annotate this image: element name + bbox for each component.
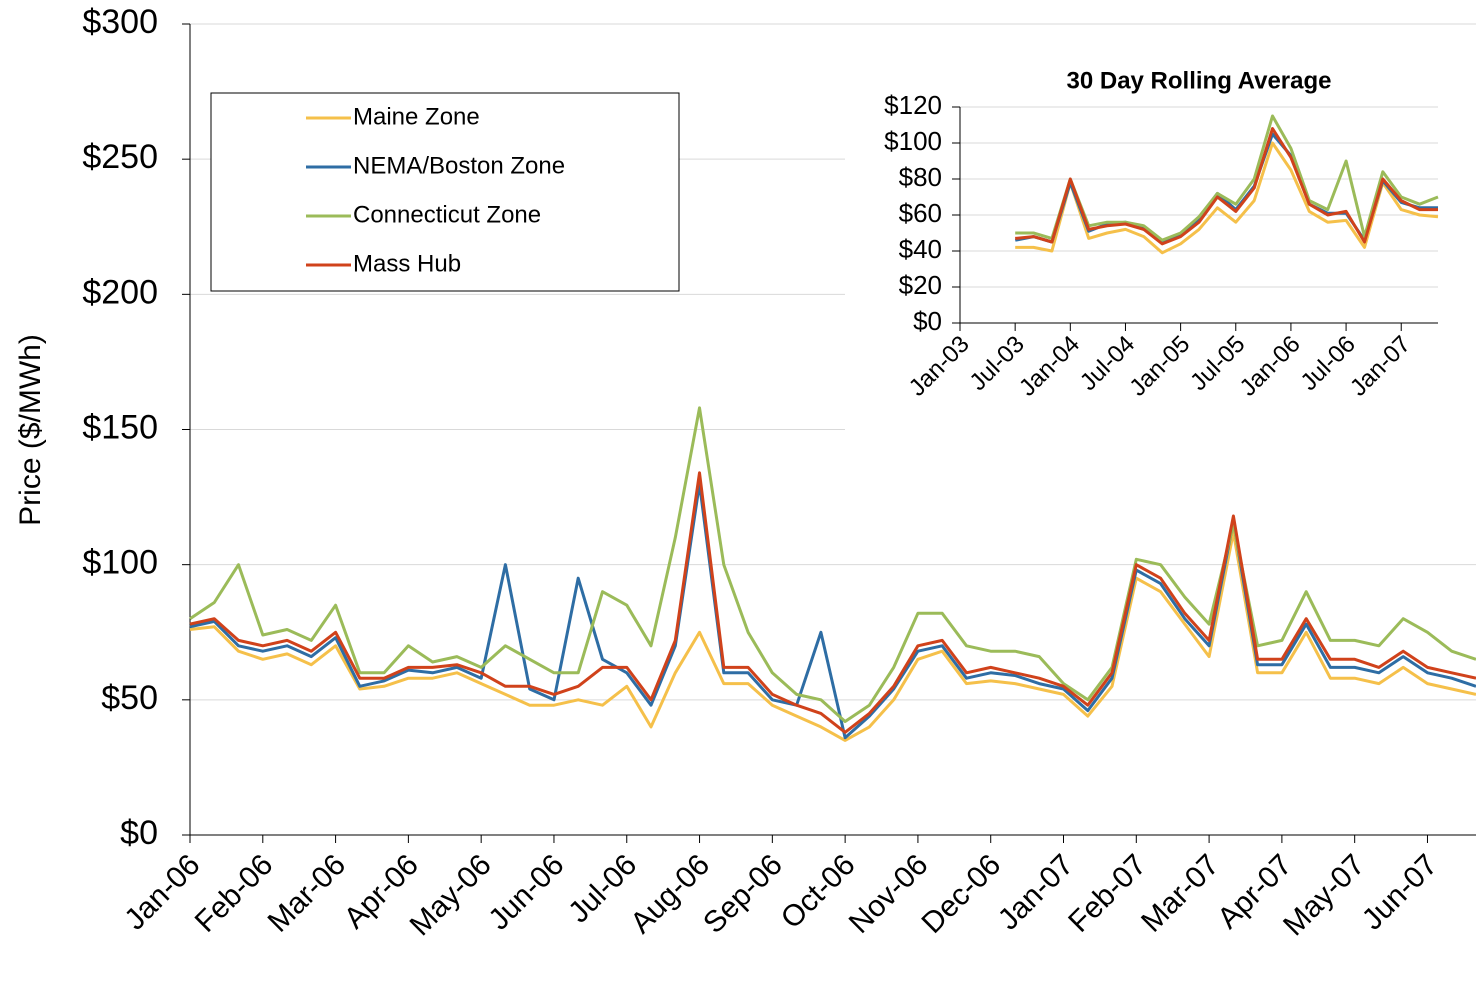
y-tick-label: $100: [884, 126, 942, 156]
y-tick-label: $250: [82, 138, 158, 176]
y-tick-label: $0: [913, 306, 942, 336]
legend-label: Connecticut Zone: [353, 201, 541, 228]
x-tick-label: Nov-06: [843, 848, 935, 940]
x-tick-label: Jan-06: [118, 848, 206, 936]
x-tick-label: Mar-07: [1135, 848, 1226, 939]
x-tick-label: Mar-06: [262, 848, 353, 939]
inset-background: [845, 55, 1476, 465]
y-axis-title: Price ($/MWh): [14, 334, 47, 526]
chart-title: 30 Day Rolling Average: [1067, 67, 1332, 94]
legend-label: Mass Hub: [353, 250, 461, 277]
series-line: [189, 471, 1476, 734]
x-tick-label: Jun-06: [482, 848, 570, 936]
x-tick-label: May-07: [1277, 848, 1371, 942]
series-line: [189, 482, 1476, 740]
y-tick-label: $150: [82, 408, 158, 446]
x-tick-label: Aug-06: [624, 848, 716, 940]
legend-box: [210, 92, 680, 292]
y-tick-label: $50: [101, 679, 158, 717]
y-tick-label: $40: [899, 234, 942, 264]
series-line: [189, 530, 1476, 742]
y-tick-label: $0: [120, 814, 158, 852]
series-line: [1015, 127, 1438, 246]
x-tick-label: Jun-07: [1356, 848, 1444, 936]
x-tick-label: Dec-06: [916, 848, 1008, 940]
y-tick-label: $80: [899, 162, 942, 192]
x-tick-label: Feb-07: [1062, 848, 1153, 939]
y-tick-label: $120: [884, 90, 942, 120]
y-tick-label: $300: [82, 3, 158, 41]
series-line: [189, 406, 1476, 723]
y-tick-label: $200: [82, 273, 158, 311]
legend-label: NEMA/Boston Zone: [353, 152, 565, 179]
y-tick-label: $20: [899, 270, 942, 300]
legend-label: Maine Zone: [353, 103, 480, 130]
x-tick-label: Feb-06: [189, 848, 280, 939]
y-tick-label: $100: [82, 544, 158, 582]
x-tick-label: Sep-06: [697, 848, 789, 940]
x-tick-label: May-06: [404, 848, 498, 942]
x-tick-label: Jan-07: [992, 848, 1080, 936]
y-tick-label: $60: [899, 198, 942, 228]
